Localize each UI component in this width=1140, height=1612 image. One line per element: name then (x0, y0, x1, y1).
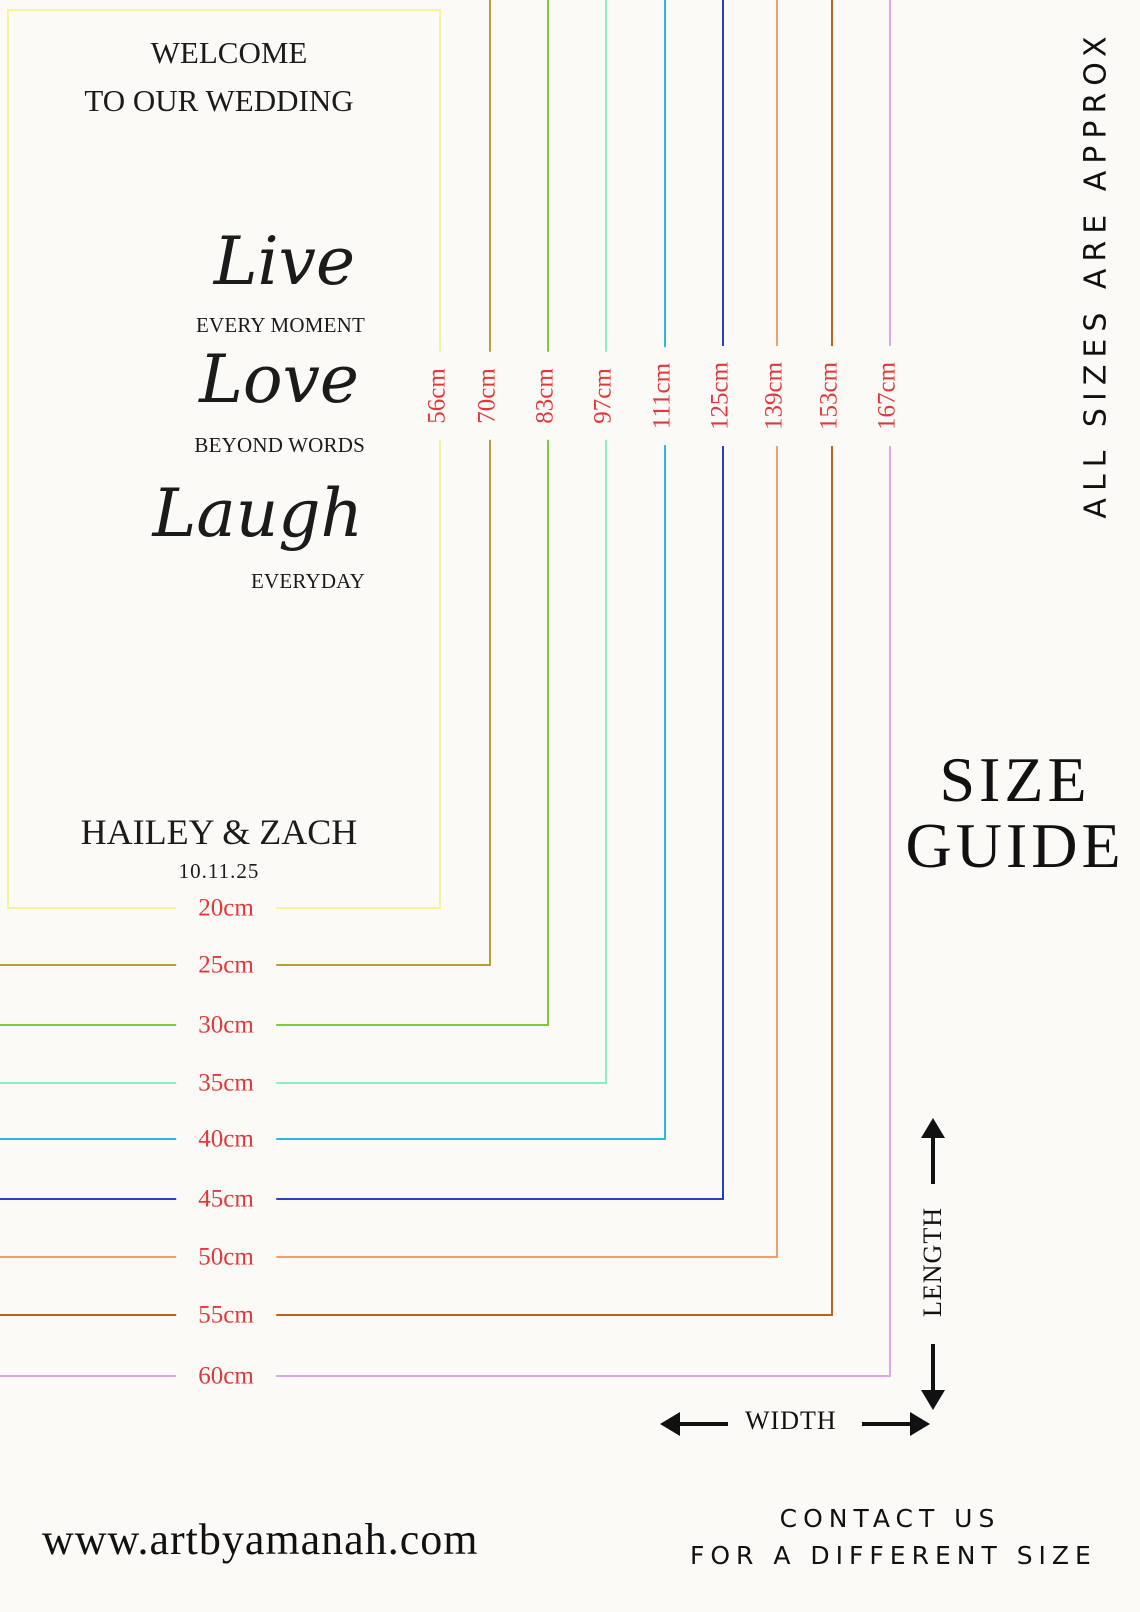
width-label-40cm: 40cm (176, 1120, 276, 1158)
arrow-right-icon (910, 1412, 930, 1436)
width-label-35cm: 35cm (176, 1064, 276, 1102)
width-label-50cm: 50cm (176, 1238, 276, 1276)
tagline-beyond-words: BEYOND WORDS (194, 433, 365, 457)
size-frame-45cm (0, 0, 724, 1200)
width-label-20cm: 20cm (176, 889, 276, 927)
arrow-left-icon (660, 1412, 680, 1436)
width-label-25cm: 25cm (176, 946, 276, 984)
arrow-down-icon (921, 1390, 945, 1410)
contact-line-1: CONTACT US (779, 1504, 1001, 1533)
script-word-love: Love (199, 341, 359, 418)
size-guide-title-line2: GUIDE (905, 810, 1125, 881)
website-url: www.artbyamanah.com (42, 1515, 479, 1564)
contact-line-2: FOR A DIFFERENT SIZE (690, 1541, 1097, 1570)
size-frame-50cm (0, 0, 778, 1258)
length-label-153cm: 153cm (806, 345, 852, 447)
width-label-text: WIDTH (745, 1406, 837, 1435)
length-label-111cm: 111cm (639, 346, 685, 446)
wedding-date: 10.11.25 (178, 859, 260, 883)
width-label-45cm: 45cm (176, 1180, 276, 1218)
width-label-55cm: 55cm (176, 1296, 276, 1334)
size-frame-40cm (0, 0, 666, 1140)
tagline-every-moment: EVERY MOMENT (195, 313, 365, 337)
length-label-70cm: 70cm (464, 352, 510, 440)
size-frame-55cm (0, 0, 833, 1316)
length-label-97cm: 97cm (580, 352, 626, 440)
width-label-60cm: 60cm (176, 1357, 276, 1395)
size-guide-title-line1: SIZE (939, 744, 1091, 815)
welcome-line-1: WELCOME (150, 35, 308, 70)
script-word-live: Live (213, 223, 355, 300)
length-label-text: LENGTH (918, 1207, 947, 1317)
length-label-125cm: 125cm (697, 345, 743, 447)
arrow-up-icon (921, 1118, 945, 1138)
width-label-30cm: 30cm (176, 1006, 276, 1044)
approx-note: ALL SIZES ARE APPROX (1078, 29, 1114, 519)
length-label-139cm: 139cm (751, 345, 797, 447)
tagline-everyday: EVERYDAY (250, 569, 365, 593)
script-word-laugh: Laugh (152, 475, 363, 552)
couple-names: HAILEY & ZACH (80, 812, 358, 852)
size-frame-60cm (0, 0, 891, 1377)
print-artwork: WELCOME TO OUR WEDDING Live EVERY MOMENT… (7, 9, 441, 909)
length-label-167cm: 167cm (864, 345, 910, 447)
size-frame-35cm (0, 0, 607, 1084)
length-label-83cm: 83cm (522, 352, 568, 440)
welcome-line-2: TO OUR WEDDING (84, 83, 354, 118)
length-label-56cm: 56cm (414, 352, 460, 440)
